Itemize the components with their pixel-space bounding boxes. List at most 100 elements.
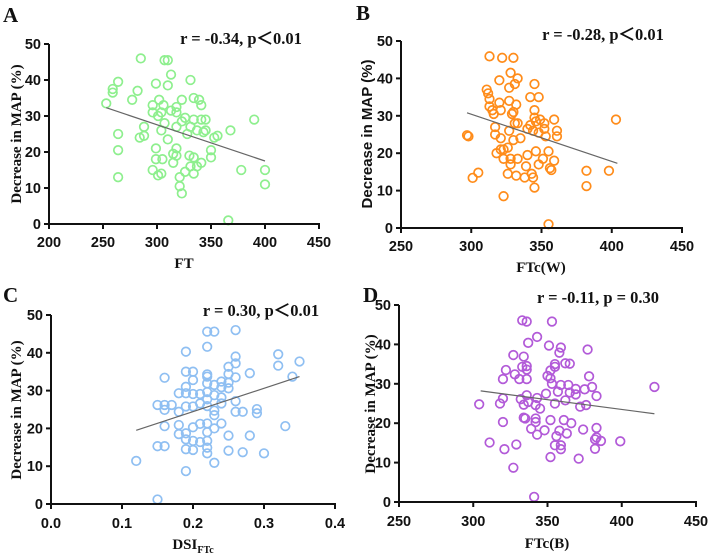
data-point — [500, 364, 512, 376]
data-point — [540, 388, 552, 399]
data-point — [196, 114, 207, 125]
data-point — [244, 430, 255, 441]
data-point — [615, 436, 626, 447]
data-point — [187, 388, 199, 400]
data-point — [461, 130, 473, 141]
data-point — [209, 457, 220, 468]
y-tick-label: 50 — [377, 34, 393, 50]
data-point — [508, 106, 519, 118]
y-tick-label: 40 — [27, 346, 43, 362]
data-point — [230, 351, 241, 362]
y-tick-label: 10 — [27, 459, 43, 475]
data-point — [196, 157, 207, 168]
data-point — [216, 382, 227, 393]
data-point — [591, 390, 602, 402]
data-point — [573, 453, 584, 464]
data-point — [202, 448, 213, 459]
data-point — [162, 80, 173, 91]
data-point — [583, 371, 595, 382]
panel-letter: D — [363, 283, 378, 307]
data-point — [244, 368, 255, 379]
data-point — [649, 381, 660, 393]
panel-letter: A — [3, 3, 19, 27]
data-point — [180, 434, 192, 445]
data-point — [230, 396, 241, 407]
data-point — [159, 372, 170, 383]
data-point — [202, 341, 213, 352]
correlation-annotation: r = -0.11, p = 0.30 — [537, 288, 659, 307]
data-point — [508, 349, 519, 361]
data-point — [196, 100, 207, 111]
data-point — [187, 444, 199, 456]
data-point — [138, 130, 150, 141]
y-tick-label: 0 — [383, 495, 391, 511]
data-point — [549, 361, 561, 373]
data-point — [230, 324, 241, 336]
x-tick-label: 400 — [610, 514, 634, 530]
data-point — [515, 133, 526, 144]
x-tick-label: 350 — [535, 514, 559, 530]
x-tick-label: 0.2 — [183, 516, 203, 532]
data-point — [180, 401, 192, 412]
data-point — [209, 423, 220, 434]
data-point — [152, 494, 163, 505]
data-point — [543, 146, 554, 157]
panel-letter: C — [3, 283, 18, 307]
data-point — [174, 181, 185, 192]
data-point — [502, 168, 513, 179]
data-point — [529, 78, 540, 90]
y-tick-label: 40 — [25, 73, 41, 89]
x-tick-label: 350 — [199, 235, 223, 251]
data-point — [179, 166, 191, 177]
data-point — [180, 428, 192, 439]
data-point — [200, 114, 211, 125]
data-point — [589, 443, 601, 454]
data-point — [577, 424, 589, 435]
data-point — [525, 91, 536, 103]
data-point — [512, 118, 523, 129]
data-point — [180, 346, 192, 357]
data-point — [539, 123, 550, 135]
data-point — [521, 373, 532, 385]
data-point — [508, 462, 519, 473]
data-point — [561, 428, 572, 439]
data-point — [533, 91, 544, 103]
data-point — [159, 399, 170, 411]
x-axis-label: FTc(W) — [516, 260, 565, 276]
data-point — [202, 371, 213, 382]
data-point — [162, 55, 173, 66]
data-point — [157, 154, 168, 165]
data-point — [194, 436, 206, 448]
data-point — [223, 377, 234, 388]
data-point — [603, 165, 615, 176]
data-point — [566, 418, 577, 429]
data-point — [176, 94, 187, 105]
data-point — [546, 164, 557, 176]
data-point — [209, 326, 220, 337]
data-point — [152, 399, 163, 411]
x-tick-label: 0.3 — [254, 516, 274, 532]
data-point — [511, 170, 522, 181]
data-point — [223, 430, 234, 441]
data-point — [564, 358, 575, 369]
data-point — [530, 413, 541, 424]
data-point — [180, 388, 192, 399]
data-point — [523, 337, 534, 348]
data-point — [212, 130, 223, 141]
data-point — [202, 435, 213, 447]
x-tick-label: 0.1 — [112, 516, 132, 532]
x-axis-label-subscript: FTc — [197, 545, 214, 555]
data-point — [176, 188, 187, 199]
data-point — [249, 114, 260, 125]
y-tick-label: 30 — [377, 109, 393, 125]
data-point — [548, 155, 560, 166]
data-point — [521, 364, 532, 375]
data-point — [529, 105, 540, 116]
data-point — [555, 379, 567, 391]
panel-letter: B — [356, 1, 370, 25]
data-point — [112, 172, 124, 183]
data-point — [610, 114, 622, 125]
data-point — [551, 125, 563, 136]
data-point — [180, 366, 192, 377]
